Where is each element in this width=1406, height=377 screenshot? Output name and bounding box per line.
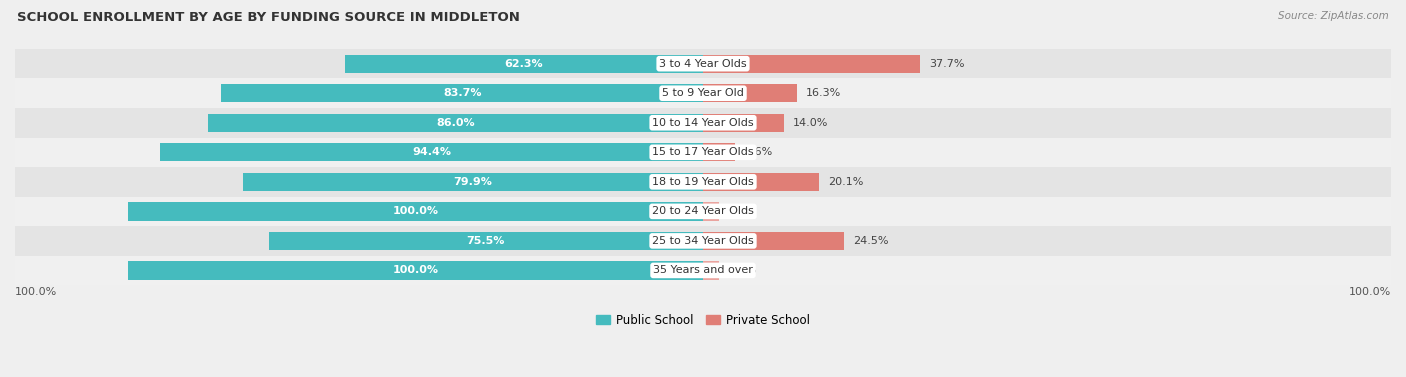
Text: SCHOOL ENROLLMENT BY AGE BY FUNDING SOURCE IN MIDDLETON: SCHOOL ENROLLMENT BY AGE BY FUNDING SOUR… (17, 11, 520, 24)
Text: 35 Years and over: 35 Years and over (652, 265, 754, 276)
Text: 75.5%: 75.5% (467, 236, 505, 246)
Text: 20 to 24 Year Olds: 20 to 24 Year Olds (652, 206, 754, 216)
Bar (344, 55, 703, 73)
Text: 5.6%: 5.6% (745, 147, 773, 157)
Text: 86.0%: 86.0% (436, 118, 475, 128)
Bar (15, 78, 1391, 108)
Text: 0.0%: 0.0% (728, 265, 756, 276)
Bar (703, 173, 818, 191)
Bar (15, 108, 1391, 138)
Bar (703, 84, 797, 103)
Bar (160, 143, 703, 161)
Text: 16.3%: 16.3% (806, 88, 841, 98)
Bar (703, 55, 920, 73)
Text: Source: ZipAtlas.com: Source: ZipAtlas.com (1278, 11, 1389, 21)
Text: 25 to 34 Year Olds: 25 to 34 Year Olds (652, 236, 754, 246)
Text: 0.0%: 0.0% (728, 206, 756, 216)
Bar (15, 226, 1391, 256)
Text: 10 to 14 Year Olds: 10 to 14 Year Olds (652, 118, 754, 128)
Bar (703, 232, 844, 250)
Bar (208, 113, 703, 132)
Bar (269, 232, 703, 250)
Text: 100.0%: 100.0% (1348, 287, 1391, 297)
Bar (15, 49, 1391, 78)
Text: 18 to 19 Year Olds: 18 to 19 Year Olds (652, 177, 754, 187)
Bar (15, 196, 1391, 226)
Bar (703, 113, 783, 132)
Bar (15, 138, 1391, 167)
Text: 100.0%: 100.0% (392, 206, 439, 216)
Text: 83.7%: 83.7% (443, 88, 481, 98)
Text: 100.0%: 100.0% (15, 287, 58, 297)
Bar (703, 202, 718, 221)
Bar (15, 256, 1391, 285)
Text: 5 to 9 Year Old: 5 to 9 Year Old (662, 88, 744, 98)
Text: 100.0%: 100.0% (392, 265, 439, 276)
Text: 15 to 17 Year Olds: 15 to 17 Year Olds (652, 147, 754, 157)
Bar (15, 167, 1391, 196)
Text: 37.7%: 37.7% (929, 59, 965, 69)
Text: 20.1%: 20.1% (828, 177, 863, 187)
Bar (128, 261, 703, 280)
Legend: Public School, Private School: Public School, Private School (592, 309, 814, 331)
Text: 62.3%: 62.3% (505, 59, 543, 69)
Text: 79.9%: 79.9% (454, 177, 492, 187)
Text: 14.0%: 14.0% (793, 118, 828, 128)
Bar (703, 261, 718, 280)
Bar (703, 143, 735, 161)
Bar (243, 173, 703, 191)
Text: 24.5%: 24.5% (853, 236, 889, 246)
Bar (221, 84, 703, 103)
Text: 94.4%: 94.4% (412, 147, 451, 157)
Bar (128, 202, 703, 221)
Text: 3 to 4 Year Olds: 3 to 4 Year Olds (659, 59, 747, 69)
